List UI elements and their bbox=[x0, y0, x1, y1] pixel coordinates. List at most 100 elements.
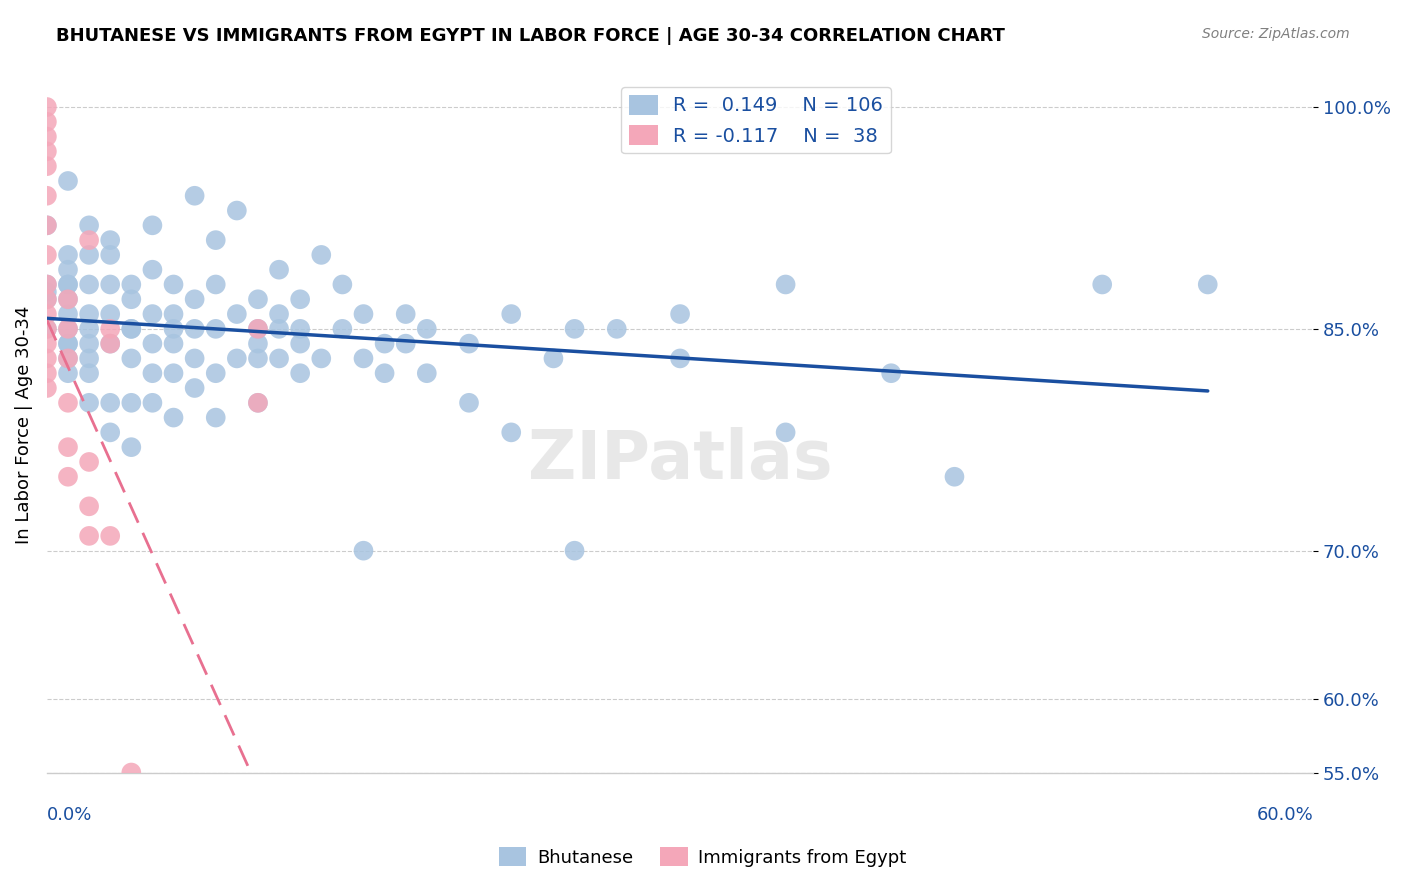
Point bbox=[56, 351, 79, 366]
Legend: R =  0.149    N = 106, R = -0.117    N =  38: R = 0.149 N = 106, R = -0.117 N = 38 bbox=[621, 87, 891, 153]
Point bbox=[543, 351, 565, 366]
Point bbox=[606, 322, 628, 336]
Point bbox=[374, 366, 396, 380]
Text: ZIPatlas: ZIPatlas bbox=[527, 426, 832, 492]
Point bbox=[77, 277, 100, 292]
Point bbox=[56, 293, 79, 307]
Point bbox=[56, 277, 79, 292]
Point bbox=[141, 219, 163, 233]
Point bbox=[98, 248, 121, 262]
Point bbox=[353, 307, 375, 321]
Point bbox=[162, 322, 184, 336]
Point bbox=[669, 351, 692, 366]
Point bbox=[162, 366, 184, 380]
Point bbox=[141, 839, 163, 854]
Point bbox=[311, 351, 333, 366]
Text: 0.0%: 0.0% bbox=[46, 805, 93, 824]
Text: BHUTANESE VS IMMIGRANTS FROM EGYPT IN LABOR FORCE | AGE 30-34 CORRELATION CHART: BHUTANESE VS IMMIGRANTS FROM EGYPT IN LA… bbox=[56, 27, 1005, 45]
Point bbox=[183, 351, 205, 366]
Point bbox=[56, 307, 79, 321]
Point bbox=[35, 188, 58, 202]
Point bbox=[395, 336, 418, 351]
Point bbox=[77, 500, 100, 514]
Point bbox=[56, 248, 79, 262]
Point bbox=[332, 322, 354, 336]
Point bbox=[267, 262, 290, 277]
Point bbox=[56, 469, 79, 483]
Point bbox=[35, 277, 58, 292]
Point bbox=[669, 307, 692, 321]
Text: Source: ZipAtlas.com: Source: ZipAtlas.com bbox=[1202, 27, 1350, 41]
Point bbox=[1091, 277, 1114, 292]
Point bbox=[162, 307, 184, 321]
Point bbox=[98, 425, 121, 440]
Point bbox=[564, 543, 586, 558]
Point bbox=[98, 336, 121, 351]
Point bbox=[225, 203, 247, 218]
Point bbox=[162, 336, 184, 351]
Point bbox=[35, 322, 58, 336]
Point bbox=[564, 322, 586, 336]
Point bbox=[225, 351, 247, 366]
Point bbox=[56, 322, 79, 336]
Point bbox=[141, 884, 163, 892]
Point bbox=[288, 366, 311, 380]
Point bbox=[98, 322, 121, 336]
Point bbox=[56, 351, 79, 366]
Point bbox=[246, 322, 269, 336]
Point bbox=[120, 765, 142, 780]
Point bbox=[246, 336, 269, 351]
Point bbox=[267, 307, 290, 321]
Point bbox=[35, 366, 58, 380]
Point bbox=[120, 351, 142, 366]
Point bbox=[35, 145, 58, 159]
Point bbox=[56, 336, 79, 351]
Point bbox=[35, 248, 58, 262]
Point bbox=[120, 322, 142, 336]
Point bbox=[458, 336, 481, 351]
Point bbox=[141, 396, 163, 410]
Point bbox=[35, 351, 58, 366]
Point bbox=[35, 100, 58, 114]
Point bbox=[77, 233, 100, 247]
Legend: Bhutanese, Immigrants from Egypt: Bhutanese, Immigrants from Egypt bbox=[492, 840, 914, 874]
Point bbox=[416, 322, 439, 336]
Point bbox=[183, 188, 205, 202]
Point bbox=[120, 440, 142, 454]
Point bbox=[98, 529, 121, 543]
Point bbox=[311, 248, 333, 262]
Point bbox=[141, 366, 163, 380]
Point bbox=[288, 322, 311, 336]
Point bbox=[77, 529, 100, 543]
Point bbox=[35, 322, 58, 336]
Point bbox=[246, 396, 269, 410]
Point bbox=[183, 381, 205, 395]
Point bbox=[120, 277, 142, 292]
Point bbox=[183, 322, 205, 336]
Point bbox=[288, 336, 311, 351]
Point bbox=[35, 293, 58, 307]
Point bbox=[141, 307, 163, 321]
Point bbox=[77, 336, 100, 351]
Point bbox=[77, 219, 100, 233]
Point bbox=[120, 396, 142, 410]
Point bbox=[353, 543, 375, 558]
Point bbox=[35, 219, 58, 233]
Point bbox=[77, 307, 100, 321]
Point bbox=[267, 351, 290, 366]
Point bbox=[35, 219, 58, 233]
Point bbox=[77, 455, 100, 469]
Point bbox=[204, 277, 226, 292]
Point bbox=[395, 307, 418, 321]
Point bbox=[225, 307, 247, 321]
Point bbox=[1197, 277, 1219, 292]
Point bbox=[35, 381, 58, 395]
Point bbox=[77, 396, 100, 410]
Point bbox=[35, 293, 58, 307]
Point bbox=[246, 293, 269, 307]
Point bbox=[77, 351, 100, 366]
Point bbox=[120, 795, 142, 809]
Point bbox=[35, 129, 58, 144]
Point bbox=[204, 410, 226, 425]
Point bbox=[183, 293, 205, 307]
